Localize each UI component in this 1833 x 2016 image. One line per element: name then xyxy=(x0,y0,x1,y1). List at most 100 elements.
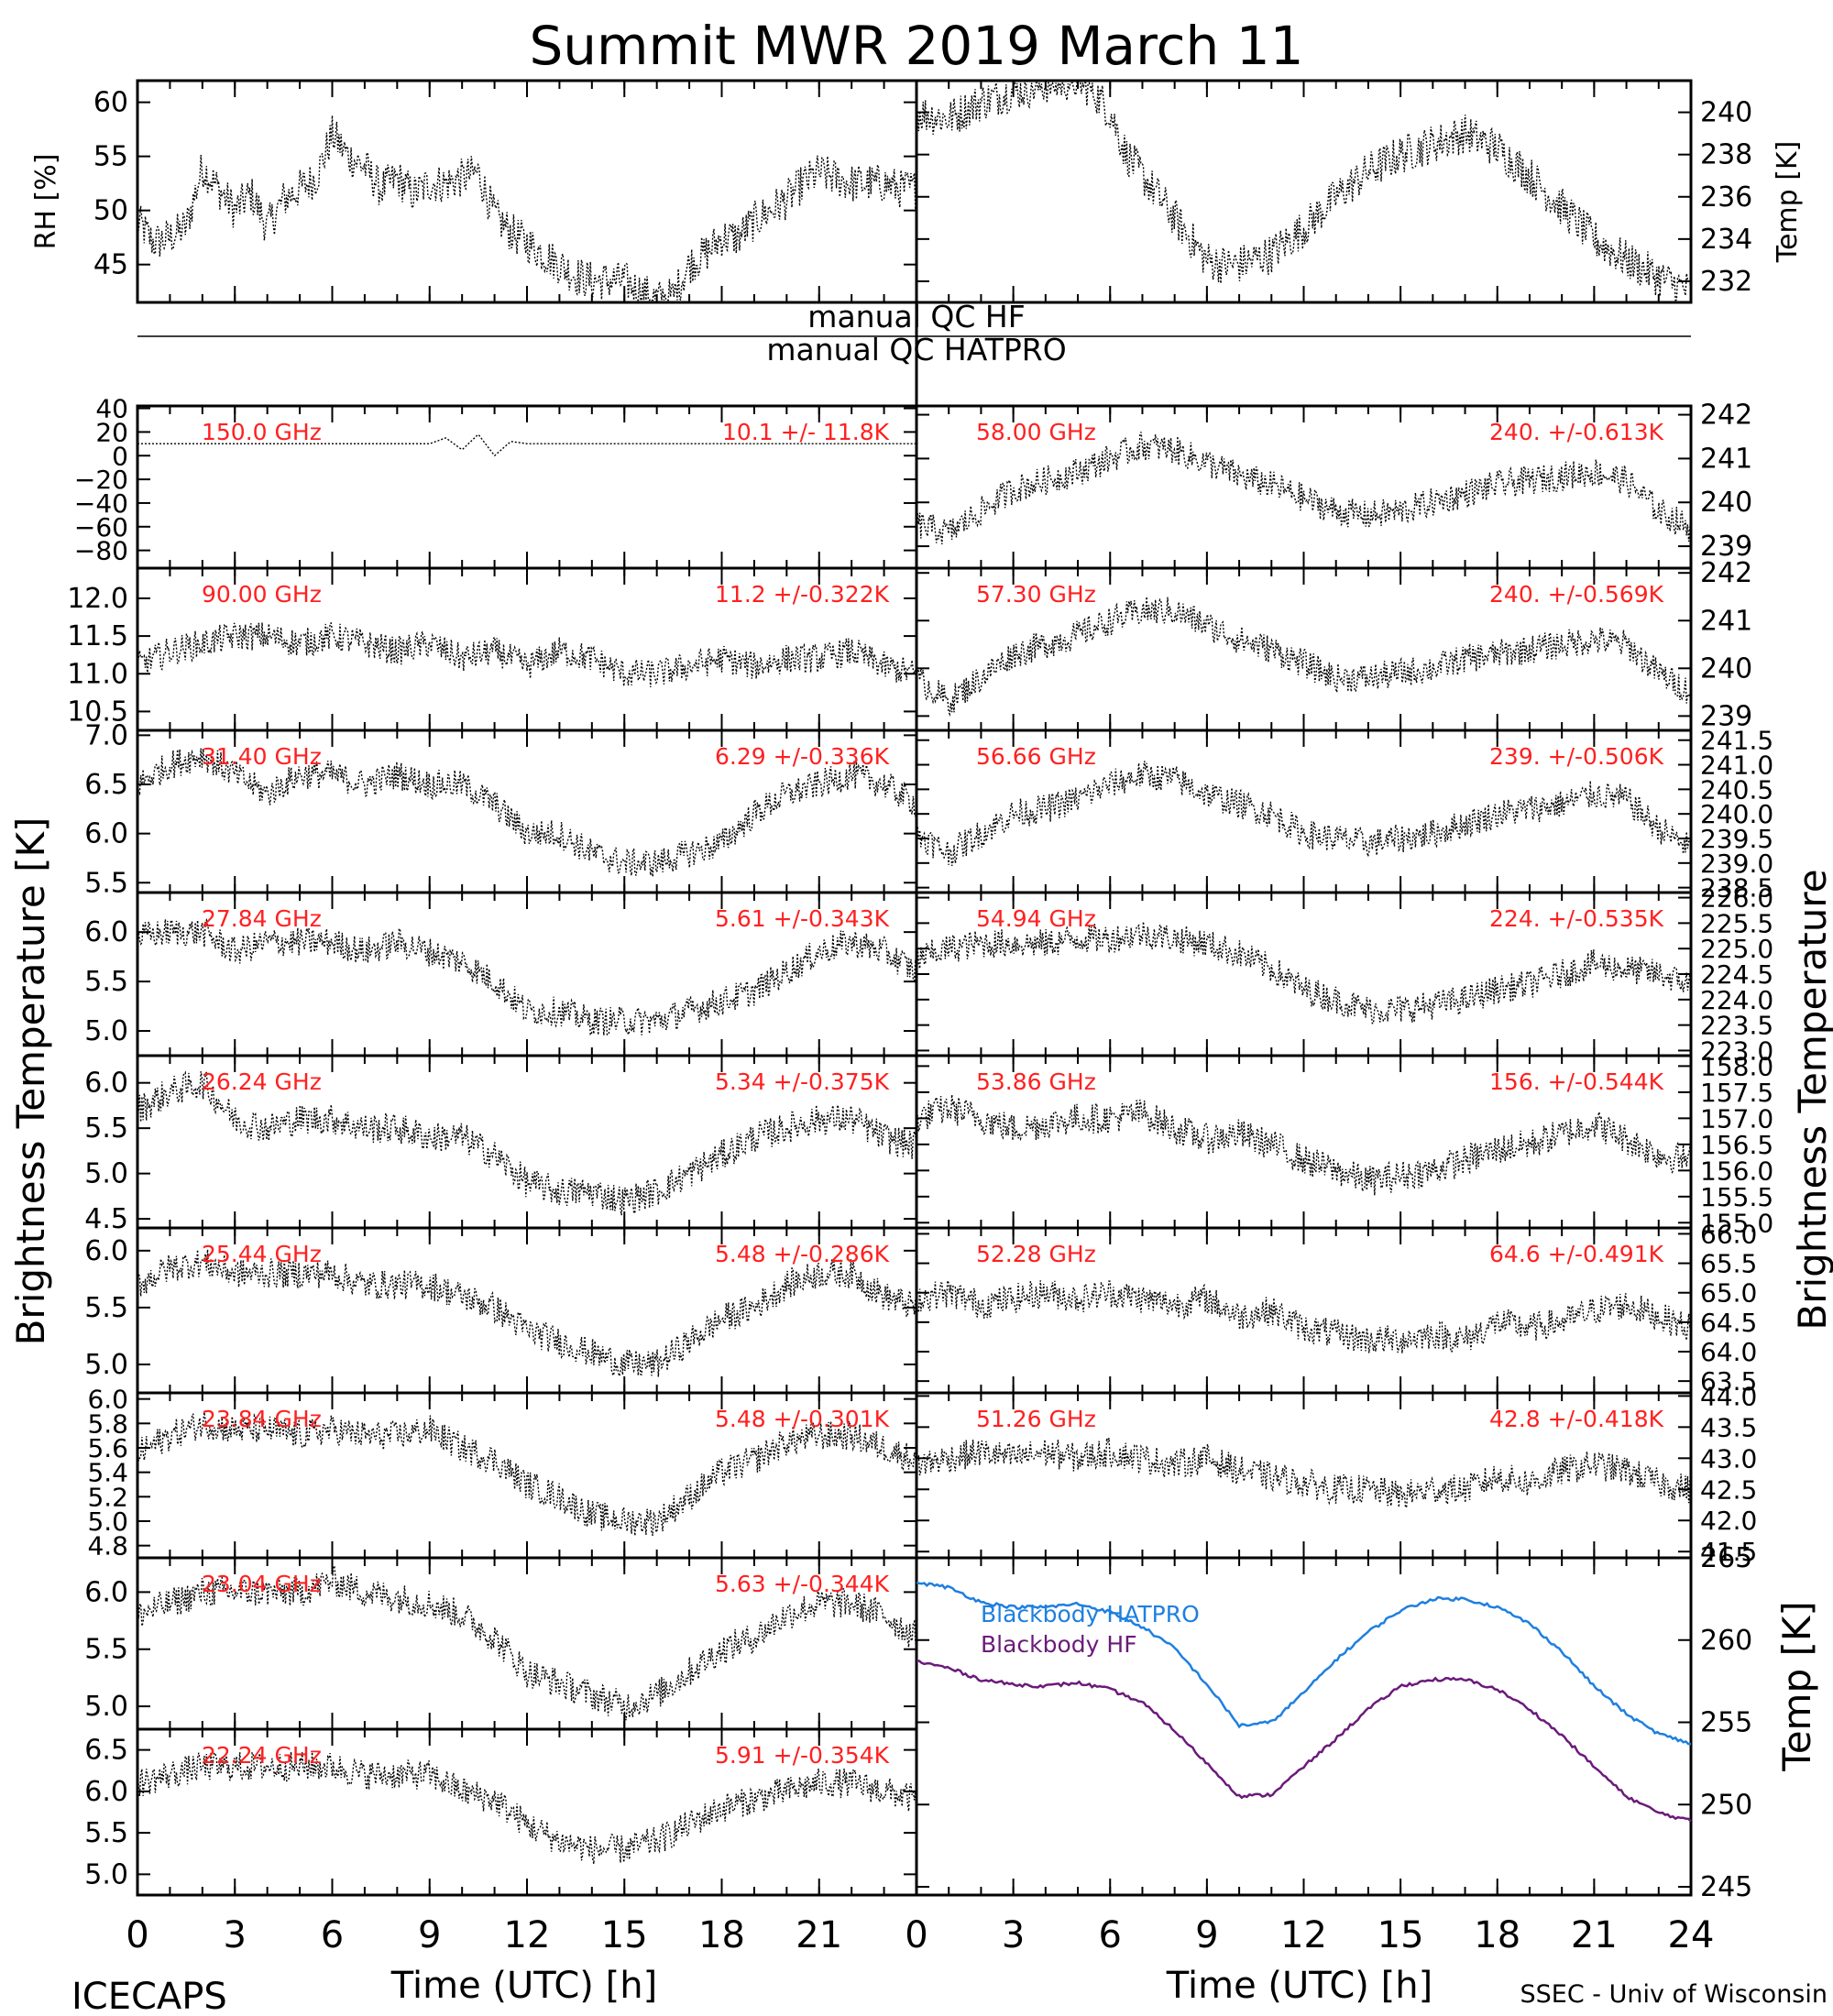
x-axis-label-right: Time (UTC) [h] xyxy=(1166,1965,1432,2007)
y-tick-label: 5.0 xyxy=(87,1507,128,1537)
x-tick-label-right: 21 xyxy=(1571,1914,1618,1956)
data-series-90 xyxy=(137,622,917,688)
y-tick-label: 7.0 xyxy=(84,719,128,751)
rh-axis-label: RH [%] xyxy=(30,154,62,250)
stat-label: 224. +/-0.535K xyxy=(1489,905,1664,932)
data-series-58.00 xyxy=(916,432,1692,544)
stat-label: 240. +/-0.613K xyxy=(1489,419,1664,445)
x-tick-label-right: 0 xyxy=(905,1914,927,1956)
y-tick-label: 0 xyxy=(112,441,128,471)
y-tick-label: 6.0 xyxy=(84,1776,128,1808)
freq-label: 26.24 GHz xyxy=(202,1068,322,1095)
data-series-temp xyxy=(916,82,1692,301)
y-tick-label: 225.0 xyxy=(1700,934,1773,964)
stat-label: 11.2 +/-0.322K xyxy=(715,581,890,608)
x-tick-label-right: 15 xyxy=(1377,1914,1424,1956)
y-tick-label: 40 xyxy=(95,394,128,424)
y-tick-label: 5.8 xyxy=(87,1408,128,1439)
y-tick-label: 12.0 xyxy=(67,583,128,615)
y-tick-label: 250 xyxy=(1700,1789,1752,1821)
y-tick-label: 239.5 xyxy=(1700,824,1773,854)
x-tick-label-left: 15 xyxy=(601,1914,648,1956)
y-tick-label: 232 xyxy=(1700,266,1752,298)
stat-label: 5.91 +/-0.354K xyxy=(715,1742,890,1769)
y-tick-label: 42.5 xyxy=(1700,1474,1757,1505)
y-tick-label: 41.5 xyxy=(1700,1537,1757,1567)
y-tick-label: 240 xyxy=(1700,97,1752,129)
y-tick-label: 63.5 xyxy=(1700,1366,1757,1397)
y-tick-label: 238.5 xyxy=(1700,873,1773,904)
chart-title: Summit MWR 2019 March 11 xyxy=(529,15,1303,77)
y-tick-label: 4.8 xyxy=(87,1531,128,1561)
tb-right-axis-label: Brightness Temperature xyxy=(1790,869,1833,1330)
data-series-22.24 xyxy=(137,1751,917,1865)
y-tick-label: 65.0 xyxy=(1700,1278,1757,1309)
y-tick-label: 50 xyxy=(93,195,128,227)
freq-label: 23.84 GHz xyxy=(202,1406,322,1432)
y-tick-label: 4.5 xyxy=(84,1203,128,1235)
y-tick-label: −80 xyxy=(74,536,128,566)
y-tick-label: 5.0 xyxy=(84,1015,128,1047)
y-tick-label: 64.0 xyxy=(1700,1337,1757,1367)
x-tick-label-left: 21 xyxy=(796,1914,842,1956)
y-tick-label: 11.0 xyxy=(67,658,128,690)
y-tick-label: 240.5 xyxy=(1700,774,1773,805)
y-tick-label: 240 xyxy=(1700,487,1752,519)
y-tick-label: −40 xyxy=(74,488,128,519)
data-series-53.86 xyxy=(916,1094,1692,1196)
y-tick-label: 65.5 xyxy=(1700,1249,1757,1279)
y-tick-label: 241.5 xyxy=(1700,726,1773,756)
y-tick-label: −60 xyxy=(74,512,128,542)
y-tick-label: 42.0 xyxy=(1700,1506,1757,1536)
y-tick-label: 5.5 xyxy=(84,1634,128,1666)
y-tick-label: 6.0 xyxy=(87,1385,128,1415)
y-tick-label: 242 xyxy=(1700,557,1752,589)
freq-label: 31.40 GHz xyxy=(202,743,322,770)
y-tick-label: 6.0 xyxy=(84,1576,128,1608)
data-series-51.26 xyxy=(916,1437,1692,1510)
y-tick-label: 20 xyxy=(95,417,128,447)
stat-label: 6.29 +/-0.336K xyxy=(715,743,890,770)
y-tick-label: 44.0 xyxy=(1700,1381,1757,1411)
y-tick-label: 245 xyxy=(1700,1871,1752,1903)
y-tick-label: 240.0 xyxy=(1700,799,1773,829)
data-series-26.24 xyxy=(137,1070,917,1216)
legend-entry: Blackbody HATPRO xyxy=(981,1601,1200,1627)
y-tick-label: 5.0 xyxy=(84,1691,128,1723)
y-tick-label: 43.5 xyxy=(1700,1412,1757,1442)
y-tick-label: 60 xyxy=(93,87,128,119)
panels-layer: 4550556023223423623824040200−20−40−60−80… xyxy=(67,79,1773,1956)
y-tick-label: 265 xyxy=(1700,1542,1752,1574)
y-tick-label: 241 xyxy=(1700,605,1752,637)
y-tick-label: 242 xyxy=(1700,400,1752,432)
y-tick-label: 241 xyxy=(1700,443,1752,475)
freq-label: 23.04 GHz xyxy=(202,1571,322,1597)
y-tick-label: 157.0 xyxy=(1700,1103,1773,1134)
y-tick-label: 156.5 xyxy=(1700,1130,1773,1160)
x-tick-label-right: 3 xyxy=(1002,1914,1025,1956)
freq-label: 54.94 GHz xyxy=(976,905,1096,932)
y-tick-label: 6.5 xyxy=(84,769,128,801)
x-axis-label-left: Time (UTC) [h] xyxy=(390,1965,657,2007)
y-tick-label: 239.0 xyxy=(1700,849,1773,879)
x-tick-label-right: 12 xyxy=(1280,1914,1327,1956)
y-tick-label: 55 xyxy=(93,141,128,173)
y-tick-label: 240 xyxy=(1700,652,1752,685)
y-tick-label: 236 xyxy=(1700,181,1752,214)
y-tick-label: 223.5 xyxy=(1700,1011,1773,1041)
data-series-150 xyxy=(137,433,916,457)
data-series-31.40 xyxy=(137,748,917,877)
tb-left-axis-label: Brightness Temperature [K] xyxy=(8,817,53,1346)
data-series-25.44 xyxy=(137,1249,917,1377)
freq-label: 51.26 GHz xyxy=(976,1406,1096,1432)
y-tick-label: 255 xyxy=(1700,1707,1752,1739)
y-tick-label: 5.5 xyxy=(84,1292,128,1324)
y-tick-label: 226.0 xyxy=(1700,883,1773,914)
stat-label: 239. +/-0.506K xyxy=(1489,743,1664,770)
y-tick-label: 224.5 xyxy=(1700,959,1773,990)
y-tick-label: 241.0 xyxy=(1700,751,1773,781)
stat-label: 240. +/-0.569K xyxy=(1489,581,1664,608)
y-tick-label: 6.0 xyxy=(84,1068,128,1100)
y-tick-label: 5.5 xyxy=(84,966,128,998)
data-series-23.04 xyxy=(137,1564,917,1721)
